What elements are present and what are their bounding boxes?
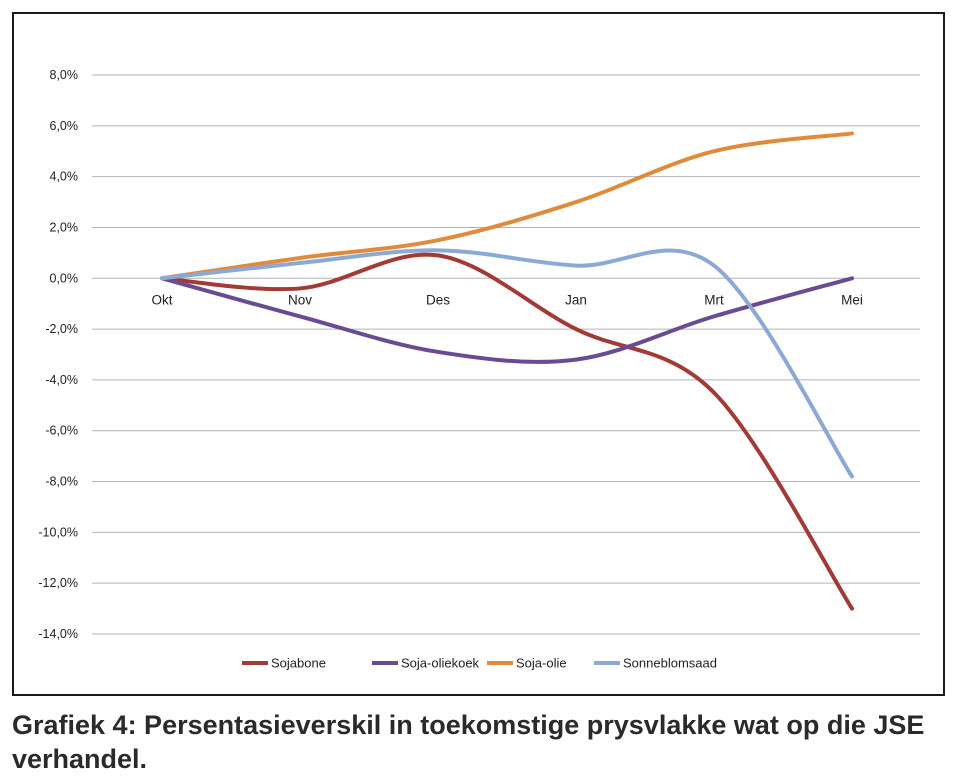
y-tick-label: 2,0%: [50, 220, 79, 234]
figure-caption: Grafiek 4: Persentasieverskil in toekoms…: [12, 710, 925, 774]
gridlines: [92, 74, 920, 635]
y-tick-label: -4,0%: [45, 373, 78, 387]
legend-label: Sonneblomsaad: [623, 656, 717, 671]
x-axis-ticks: Okt Nov Des Jan Mrt Mei: [151, 292, 862, 307]
x-tick-label: Nov: [288, 292, 312, 307]
y-tick-label: -12,0%: [38, 576, 78, 590]
y-tick-label: -14,0%: [38, 627, 78, 641]
series-line-soja-olie: [160, 131, 854, 281]
x-tick-label: Jan: [565, 292, 587, 307]
y-tick-label: -8,0%: [45, 475, 78, 489]
y-tick-label: 8,0%: [50, 68, 79, 82]
y-tick-label: -2,0%: [45, 322, 78, 336]
y-tick-label: 0,0%: [50, 271, 79, 285]
series-lines: [160, 131, 854, 611]
x-tick-label: Mei: [841, 292, 863, 307]
series-line-soja-oliekoek: [160, 276, 854, 364]
x-tick-label: Des: [426, 292, 450, 307]
y-tick-label: -10,0%: [38, 525, 78, 539]
legend-label: Soja-oliekoek: [401, 656, 480, 671]
series-line-sojabone: [160, 252, 854, 611]
y-tick-label: -6,0%: [45, 424, 78, 438]
legend-label: Soja-olie: [516, 656, 567, 671]
series-line-sonneblomsaad: [160, 248, 854, 479]
legend: Sojabone Soja-oliekoek Soja-olie Sonnebloms…: [242, 656, 717, 671]
x-tick-label: Okt: [151, 292, 172, 307]
y-tick-label: 4,0%: [50, 170, 79, 184]
y-axis-ticks: 8,0% 6,0% 4,0% 2,0% 0,0% -2,0% -4,0% -6,0% -8,0%…: [38, 68, 78, 641]
line-chart: 8,0% 6,0% 4,0% 2,0% 0,0% -2,0% -4,0% -6,0% -8,0%…: [38, 68, 920, 671]
y-tick-label: 6,0%: [50, 119, 79, 133]
legend-label: Sojabone: [271, 656, 326, 671]
x-tick-label: Mrt: [704, 292, 724, 307]
